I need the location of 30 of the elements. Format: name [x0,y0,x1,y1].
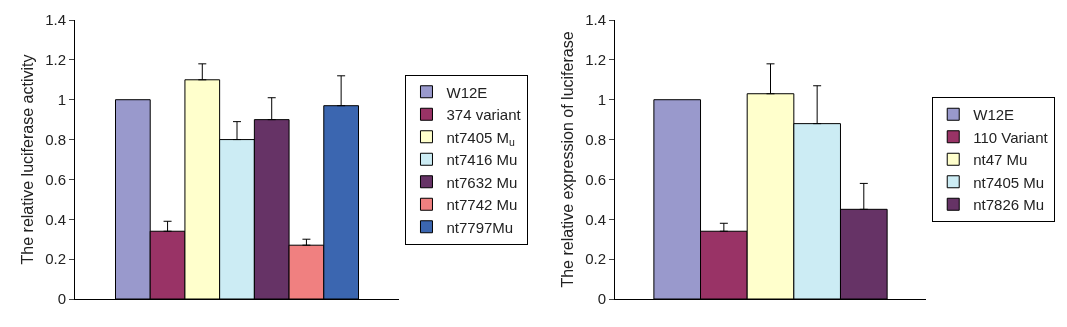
legend-label: W12E [446,83,488,101]
y-tick-label: 0.8 [585,130,606,148]
y-tick-label: 0 [597,290,606,308]
legend-label: nt7405 Mu [973,173,1045,191]
legend-label: nt7405 M$_{u}$ [446,128,516,148]
legend-label: 110 Variant [973,128,1049,146]
y-tick-label: 1.2 [45,51,66,69]
y-tick-label: 1.4 [45,11,66,29]
y-tick-label: 0.2 [45,250,66,268]
y-tick-label: 1.4 [585,11,606,29]
y-tick-label: 1.2 [585,51,606,69]
legend-label: nt47 Mu [973,151,1028,169]
y-axis-title: The relative luciferase activity [19,54,36,265]
y-tick-label: 0.6 [45,170,66,188]
y-axis-title: The relative expression of luciferase [559,31,576,288]
y-tick-label: 0.4 [45,210,66,228]
legend-label: nt7826 Mu [973,196,1045,214]
legend-label: nt7416 Mu [446,151,518,169]
legend-label: 374 variant [446,106,522,124]
y-tick-label: 1 [57,90,66,108]
legend-label: nt7797Mu [446,218,514,236]
legend-label: W12E [973,106,1015,124]
legend-label: nt7632 Mu [446,173,518,191]
legend-label: nt7742 Mu [446,196,518,214]
y-tick-label: 0.8 [45,130,66,148]
y-tick-label: 0.4 [585,210,606,228]
y-tick-label: 0 [57,290,66,308]
y-tick-label: 1 [597,90,606,108]
y-tick-label: 0.6 [585,170,606,188]
y-tick-label: 0.2 [585,250,606,268]
